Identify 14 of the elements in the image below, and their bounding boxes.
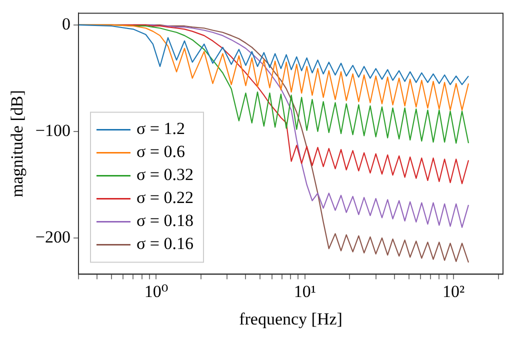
- y-axis-title: magnitude [dB]: [8, 90, 27, 198]
- legend-label: σ = 1.2: [136, 119, 186, 138]
- x-axis-title: frequency [Hz]: [239, 309, 342, 328]
- y-tick-label: −200: [35, 227, 70, 246]
- legend-label: σ = 0.22: [136, 188, 194, 208]
- legend-label: σ = 0.18: [136, 211, 194, 230]
- legend-label: σ = 0.6: [136, 142, 186, 162]
- y-tick-label: 0: [62, 14, 70, 34]
- x-tick-label: 10²: [442, 282, 465, 301]
- y-tick-label: −100: [35, 120, 70, 140]
- legend-label: σ = 0.16: [136, 234, 194, 254]
- x-tick-label: 10¹: [294, 282, 316, 301]
- legend-label: σ = 0.32: [136, 165, 194, 184]
- x-tick-label: 10⁰: [144, 282, 168, 301]
